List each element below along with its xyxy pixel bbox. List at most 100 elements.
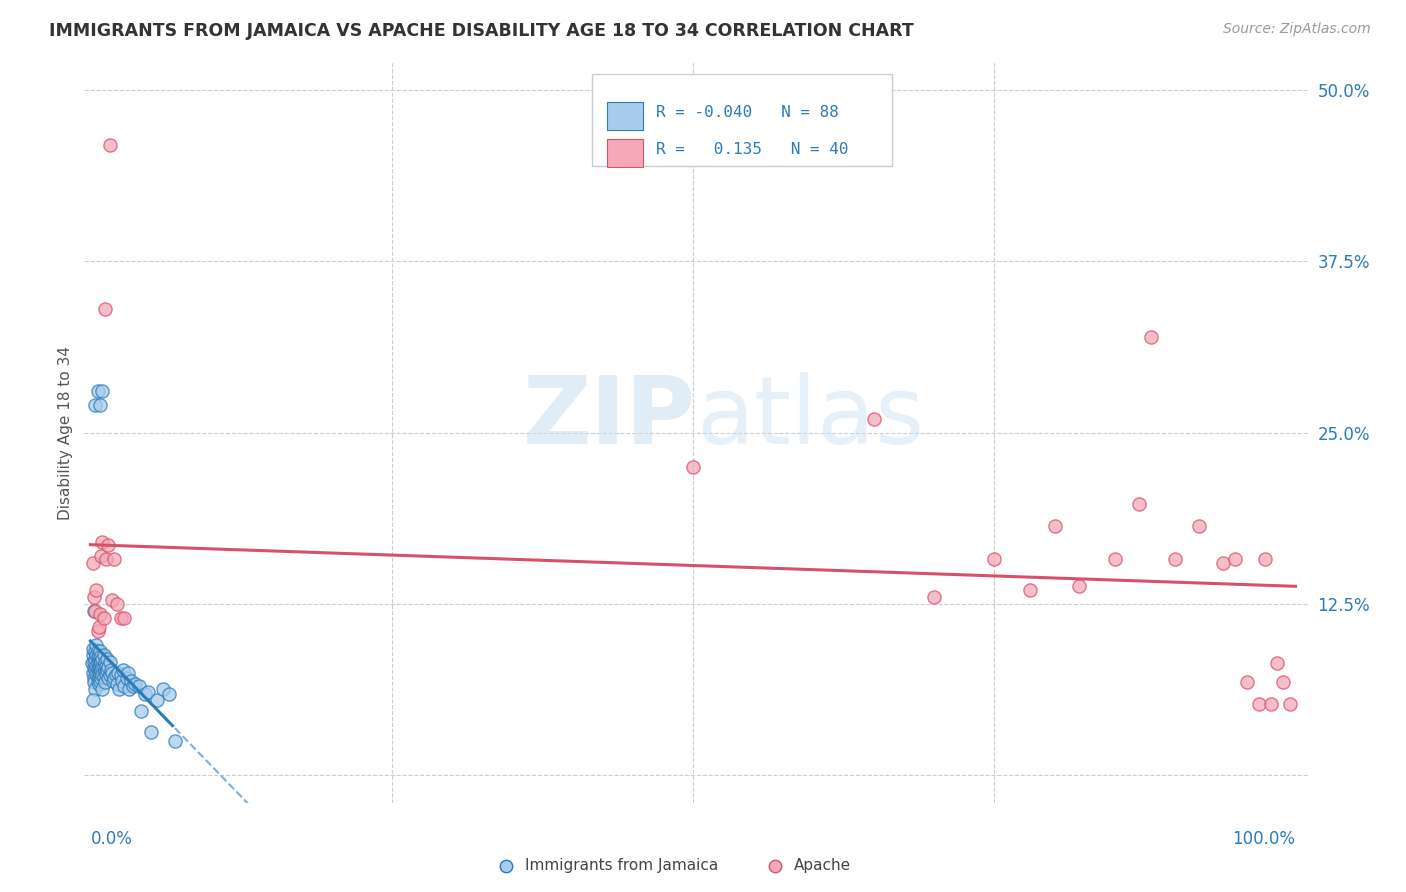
Point bbox=[1067, 579, 1090, 593]
Point bbox=[112, 679, 135, 693]
Point bbox=[1278, 697, 1301, 711]
Point bbox=[82, 642, 104, 657]
Point bbox=[118, 681, 141, 696]
Point bbox=[1140, 329, 1163, 343]
Point bbox=[98, 137, 121, 152]
Point bbox=[1043, 519, 1066, 533]
Point bbox=[157, 688, 180, 702]
Text: Immigrants from Jamaica: Immigrants from Jamaica bbox=[524, 858, 718, 873]
Point bbox=[107, 665, 129, 680]
Text: R = -0.040   N = 88: R = -0.040 N = 88 bbox=[655, 105, 838, 120]
Point bbox=[89, 607, 111, 621]
Point bbox=[103, 551, 125, 566]
Point bbox=[120, 673, 142, 688]
Point bbox=[84, 663, 107, 677]
Point bbox=[1212, 556, 1234, 570]
Point bbox=[103, 671, 125, 685]
Point bbox=[86, 583, 108, 598]
Point bbox=[82, 648, 104, 662]
Point bbox=[1267, 656, 1289, 670]
Point bbox=[86, 648, 108, 662]
Point bbox=[87, 652, 110, 666]
Point bbox=[983, 551, 1005, 566]
Point bbox=[90, 655, 112, 669]
Text: 0.0%: 0.0% bbox=[90, 830, 132, 848]
FancyBboxPatch shape bbox=[606, 102, 644, 130]
Point bbox=[1254, 551, 1277, 566]
Point bbox=[89, 655, 111, 669]
Point bbox=[111, 663, 134, 677]
Point bbox=[86, 643, 108, 657]
Point bbox=[86, 673, 108, 688]
Point bbox=[94, 675, 117, 690]
Point bbox=[1104, 551, 1126, 566]
Point bbox=[86, 656, 108, 670]
Point bbox=[83, 655, 105, 669]
Point bbox=[97, 538, 120, 552]
Point bbox=[94, 664, 117, 678]
Point bbox=[94, 667, 117, 681]
Point bbox=[84, 604, 107, 618]
Text: ZIP: ZIP bbox=[523, 372, 696, 464]
Point bbox=[1260, 697, 1282, 711]
Point bbox=[1272, 675, 1295, 690]
Point bbox=[83, 675, 105, 690]
Point bbox=[86, 638, 108, 652]
Point bbox=[1019, 583, 1042, 598]
Point bbox=[90, 663, 112, 677]
Point bbox=[163, 734, 186, 748]
Point bbox=[124, 676, 146, 690]
Point bbox=[1249, 697, 1271, 711]
Point bbox=[97, 671, 120, 685]
Point bbox=[97, 660, 120, 674]
Point bbox=[90, 649, 112, 664]
Text: 100.0%: 100.0% bbox=[1233, 830, 1295, 848]
Point bbox=[84, 652, 107, 666]
Point bbox=[91, 681, 114, 696]
FancyBboxPatch shape bbox=[606, 138, 644, 167]
Point bbox=[91, 668, 114, 682]
Point bbox=[93, 648, 115, 662]
Point bbox=[93, 610, 115, 624]
Point bbox=[1164, 551, 1187, 566]
Point bbox=[129, 704, 152, 718]
Text: Apache: Apache bbox=[794, 858, 851, 873]
Point bbox=[86, 650, 108, 665]
Point bbox=[101, 593, 124, 607]
Point bbox=[84, 681, 107, 696]
Point bbox=[105, 676, 128, 690]
Point bbox=[86, 661, 108, 675]
Point bbox=[89, 658, 111, 673]
Point bbox=[128, 679, 150, 693]
Point bbox=[111, 673, 134, 688]
Point bbox=[152, 681, 174, 696]
Point bbox=[145, 693, 167, 707]
Point bbox=[922, 590, 945, 604]
Point bbox=[104, 668, 127, 682]
Point bbox=[1188, 519, 1211, 533]
Point bbox=[89, 643, 111, 657]
Point bbox=[90, 671, 112, 685]
Point bbox=[87, 676, 110, 690]
Point bbox=[86, 668, 108, 682]
Point bbox=[83, 660, 105, 674]
Point bbox=[86, 658, 108, 673]
Point bbox=[87, 660, 110, 674]
Point bbox=[121, 679, 143, 693]
Point bbox=[98, 668, 121, 682]
Point bbox=[83, 590, 105, 604]
Point bbox=[98, 655, 121, 669]
Point bbox=[94, 551, 117, 566]
Point bbox=[89, 667, 111, 681]
Point bbox=[89, 398, 111, 412]
FancyBboxPatch shape bbox=[592, 73, 891, 166]
Point bbox=[110, 668, 132, 682]
Text: R =   0.135   N = 40: R = 0.135 N = 40 bbox=[655, 143, 848, 157]
Point bbox=[94, 302, 117, 317]
Point bbox=[84, 643, 107, 657]
Point bbox=[105, 597, 128, 611]
Point bbox=[136, 685, 159, 699]
Point bbox=[101, 665, 124, 680]
Point bbox=[93, 670, 115, 684]
Text: IMMIGRANTS FROM JAMAICA VS APACHE DISABILITY AGE 18 TO 34 CORRELATION CHART: IMMIGRANTS FROM JAMAICA VS APACHE DISABI… bbox=[49, 22, 914, 40]
